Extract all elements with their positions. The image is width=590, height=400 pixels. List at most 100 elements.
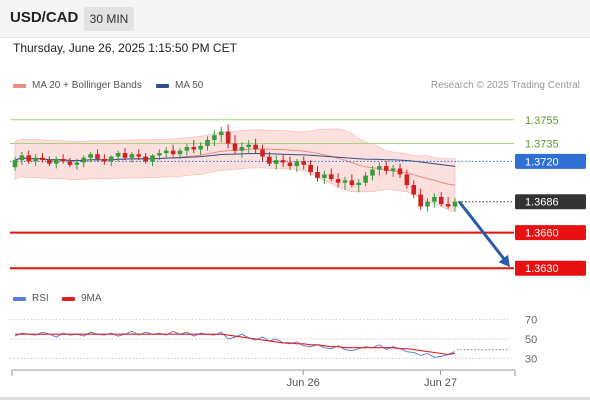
rsi-tick-label-50: 50	[525, 334, 537, 346]
level-label-3: 1.3686	[525, 197, 559, 209]
candle-body	[136, 154, 142, 157]
level-label-1: 1.3735	[525, 139, 559, 151]
candle-body	[253, 144, 258, 150]
bottom-border	[0, 397, 590, 400]
rsi-tick-label-30: 30	[525, 353, 537, 365]
candle-body	[294, 161, 300, 167]
legend-ma50-label: MA 50	[175, 80, 204, 91]
candle-body	[212, 135, 217, 140]
level-label-5: 1.3630	[525, 263, 559, 275]
candle-body	[218, 131, 224, 136]
level-label-0: 1.3755	[525, 115, 559, 127]
candle-body	[280, 160, 286, 163]
candle-body	[356, 182, 362, 186]
candle-body	[184, 147, 190, 151]
candle-body	[411, 185, 417, 195]
instrument-title: USD/CAD	[10, 9, 79, 26]
legend-rsi: RSI	[13, 293, 49, 304]
candle-body	[143, 156, 148, 162]
candle-body	[390, 168, 396, 171]
candle-body	[232, 143, 238, 151]
candle-body	[60, 158, 66, 162]
candle-body	[328, 174, 334, 180]
candle-body	[47, 160, 52, 164]
level-label-bg-4	[515, 225, 586, 241]
candle-body	[198, 145, 203, 150]
candle-body	[74, 162, 80, 165]
candle-body	[418, 194, 423, 207]
level-label-2: 1.3720	[525, 156, 559, 168]
candle-body	[26, 155, 32, 162]
level-label-bg-5	[515, 260, 586, 276]
chart-timestamp: Thursday, June 26, 2025 1:15:50 PM CET	[13, 41, 237, 55]
timeframe-button[interactable]: 30 MIN	[84, 7, 134, 31]
level-label-bg-3	[515, 194, 586, 210]
candle-body	[267, 156, 272, 164]
candle-body	[432, 196, 437, 202]
level-label-4: 1.3660	[525, 228, 559, 240]
research-credit: Research © 2025 Trading Central	[430, 80, 580, 91]
candle-body	[301, 161, 307, 165]
legend-9ma-swatch	[62, 296, 75, 301]
candle-body	[88, 154, 93, 158]
candle-body	[377, 166, 382, 170]
rsi-9ma-line	[15, 333, 456, 356]
candle-body	[150, 155, 155, 162]
candle-body	[115, 153, 121, 157]
candle-body	[170, 150, 176, 155]
candle-body	[225, 131, 231, 144]
candle-body	[81, 157, 87, 163]
candle-body	[308, 164, 313, 172]
candle-body	[67, 161, 73, 165]
candle-body	[33, 157, 38, 162]
candle-body	[95, 154, 100, 159]
candle-body	[191, 147, 197, 150]
candle-body	[239, 147, 245, 151]
candle-body	[383, 166, 389, 171]
candle-body	[404, 174, 410, 186]
candle-body	[157, 153, 162, 156]
candle-body	[445, 204, 451, 207]
projection-arrow-line	[458, 201, 507, 262]
x-tick-label-0: Jun 26	[287, 377, 320, 389]
legend-bollinger: MA 20 + Bollinger Bands	[13, 80, 142, 91]
legend-bollinger-label: MA 20 + Bollinger Bands	[32, 80, 142, 91]
candle-body	[425, 201, 430, 207]
candle-body	[53, 158, 59, 164]
candle-body	[12, 160, 18, 168]
candle-body	[40, 157, 45, 161]
candle-body	[108, 156, 114, 162]
rsi-line	[14, 330, 456, 358]
candle-body	[260, 149, 265, 157]
candle-body	[246, 144, 252, 148]
legend-ma50: MA 50	[156, 80, 203, 91]
candle-body	[19, 155, 25, 161]
projection-arrow-head	[498, 254, 510, 268]
x-tick-label-1: Jun 27	[424, 377, 457, 389]
chart-header: USD/CAD 30 MIN	[0, 0, 590, 38]
candle-body	[335, 179, 341, 183]
candle-body	[205, 139, 210, 146]
legend-rsi-swatch	[13, 296, 26, 301]
candle-body	[163, 150, 169, 153]
legend-bollinger-swatch	[13, 83, 26, 88]
legend-9ma-label: 9MA	[81, 293, 102, 304]
legend-9ma: 9MA	[62, 293, 102, 304]
candle-body	[315, 172, 320, 178]
legend-ma50-swatch	[156, 83, 169, 88]
candle-body	[342, 180, 348, 183]
rsi-tick-label-70: 70	[525, 315, 537, 327]
candle-body	[370, 169, 375, 176]
level-label-bg-2	[515, 153, 586, 169]
candle-body	[452, 201, 458, 207]
candle-body	[363, 175, 368, 183]
candle-body	[322, 174, 327, 178]
candle-body	[349, 180, 355, 186]
legend-rsi-label: RSI	[32, 293, 49, 304]
candle-body	[122, 153, 128, 158]
candle-body	[397, 168, 403, 175]
candle-body	[102, 158, 107, 162]
candle-body	[287, 162, 293, 167]
candle-body	[129, 154, 135, 158]
